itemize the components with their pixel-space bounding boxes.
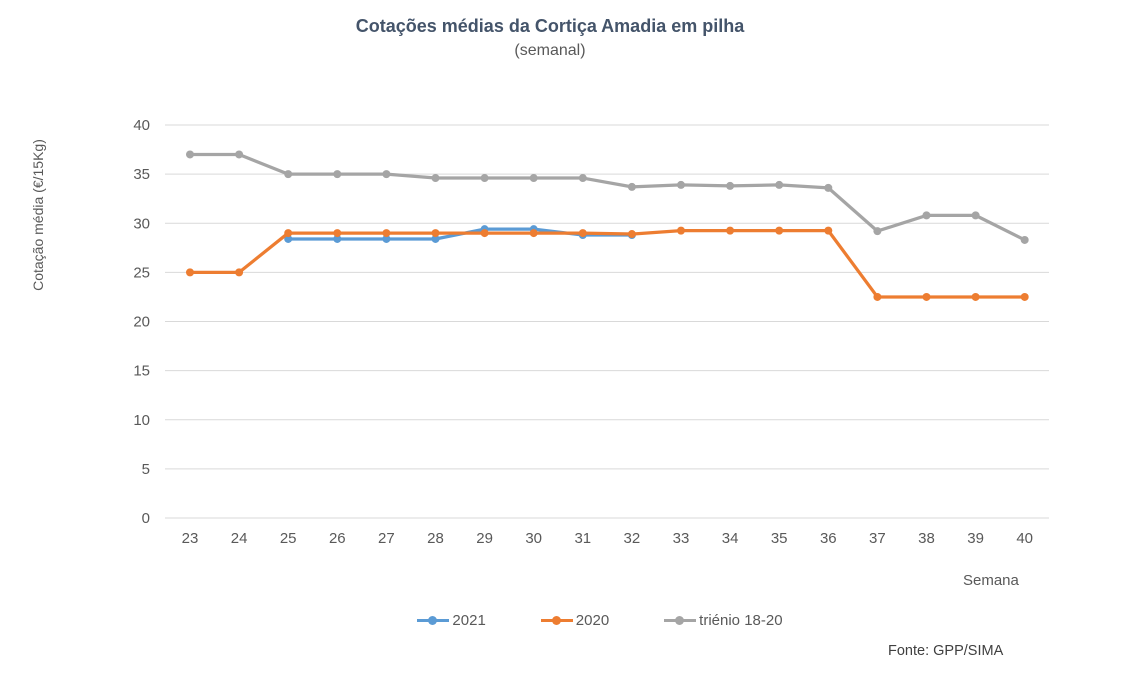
data-point-2020: [382, 229, 391, 238]
y-tick-label: 40: [133, 117, 150, 134]
y-tick-label: 0: [142, 510, 150, 527]
data-point-2020: [627, 230, 636, 239]
data-point-triénio-18-20: [627, 182, 636, 191]
legend-line-dot-marker: [540, 616, 573, 625]
data-point-2020: [677, 226, 685, 235]
data-point-2020: [529, 229, 538, 238]
legend-label: 2020: [575, 612, 610, 629]
data-point-triénio-18-20: [922, 211, 931, 220]
data-point-2020: [578, 229, 587, 238]
x-tick-label: 24: [231, 530, 248, 547]
x-tick-label: 32: [624, 530, 641, 547]
data-point-2020: [824, 226, 833, 235]
x-tick-label: 23: [182, 530, 199, 547]
data-point-triénio-18-20: [382, 170, 391, 179]
legend-label: 2021: [452, 612, 486, 629]
data-point-triénio-18-20: [1020, 235, 1029, 244]
y-tick-label: 5: [142, 461, 150, 478]
x-tick-label: 39: [967, 530, 984, 547]
x-tick-label: 33: [673, 530, 690, 547]
x-tick-label: 35: [771, 530, 788, 547]
legend-label: triénio 18-20: [699, 612, 783, 629]
x-tick-label: 26: [329, 530, 346, 547]
data-point-2020: [431, 229, 440, 238]
y-tick-label: 30: [133, 215, 150, 232]
legend-line-dot-marker: [417, 616, 450, 625]
data-point-2020: [235, 268, 244, 277]
data-point-2020: [480, 229, 489, 238]
chart-title: Cotações médias da Cortiça Amadia em pil…: [355, 16, 745, 36]
data-point-2021: [382, 234, 391, 243]
series-line-triénio-18-20: [188, 152, 1027, 242]
x-tick-label: 31: [574, 530, 591, 547]
data-point-triénio-18-20: [333, 170, 342, 179]
data-point-2020: [333, 229, 342, 238]
x-tick-label: 28: [427, 530, 444, 547]
series-line-2020: [188, 228, 1027, 299]
data-point-2020: [873, 292, 882, 301]
legend: 2021 2020 triénio 18-20: [100, 612, 1100, 629]
x-tick-label: 37: [869, 530, 886, 547]
data-point-2020: [284, 229, 293, 238]
data-point-triénio-18-20: [726, 181, 735, 190]
data-point-2021: [284, 234, 293, 243]
data-point-2020: [726, 226, 735, 235]
data-point-2021: [333, 234, 342, 243]
x-tick-label: 30: [525, 530, 542, 547]
x-tick-label: 34: [722, 530, 739, 547]
y-tick-label: 20: [133, 314, 150, 331]
x-tick-label: 25: [280, 530, 297, 547]
legend-item-2020: 2020: [540, 612, 610, 629]
data-point-2020: [1020, 292, 1029, 301]
legend-line-dot-marker: [664, 616, 697, 625]
x-tick-label: 38: [918, 530, 935, 547]
x-tick-label: 27: [378, 530, 395, 547]
legend-item-trienio-18-20: triénio 18-20: [664, 612, 783, 629]
data-point-triénio-18-20: [284, 170, 293, 179]
data-point-triénio-18-20: [873, 227, 882, 236]
legend-item-2021: 2021: [417, 612, 486, 629]
data-point-2020: [775, 226, 784, 235]
source-note: Fonte: GPP/SIMA: [888, 643, 1004, 659]
data-point-triénio-18-20: [529, 174, 538, 183]
x-tick-label: 36: [820, 530, 837, 547]
y-tick-label: 10: [133, 412, 150, 429]
data-point-triénio-18-20: [824, 183, 833, 192]
y-tick-label: 25: [133, 264, 150, 281]
data-point-2020: [971, 292, 980, 301]
y-tick-label: 35: [133, 166, 150, 183]
chart-subtitle: (semanal): [514, 42, 586, 59]
data-point-triénio-18-20: [677, 180, 685, 189]
x-tick-label: 29: [476, 530, 493, 547]
data-point-triénio-18-20: [235, 150, 244, 159]
data-point-2021: [431, 234, 440, 243]
x-axis-title: Semana: [963, 572, 1019, 589]
x-tick-label: 40: [1016, 530, 1033, 547]
data-point-triénio-18-20: [480, 174, 489, 183]
data-point-triénio-18-20: [186, 150, 194, 159]
data-point-2020: [186, 268, 194, 277]
data-point-triénio-18-20: [578, 174, 587, 183]
data-point-triénio-18-20: [971, 211, 980, 220]
data-point-triénio-18-20: [775, 180, 784, 189]
data-point-triénio-18-20: [431, 174, 440, 183]
data-point-2020: [922, 292, 931, 301]
y-tick-label: 15: [133, 363, 150, 380]
